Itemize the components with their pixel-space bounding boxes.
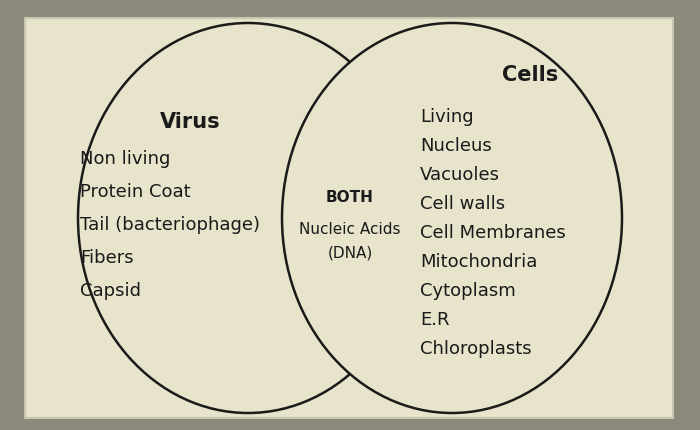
Text: Nucleic Acids: Nucleic Acids [300, 222, 400, 237]
Text: E.R: E.R [420, 311, 449, 329]
Text: Non living: Non living [80, 150, 170, 168]
Text: (DNA): (DNA) [328, 246, 372, 261]
Text: Cell walls: Cell walls [420, 195, 505, 213]
Text: Capsid: Capsid [80, 282, 141, 300]
Ellipse shape [282, 23, 622, 413]
Text: Chloroplasts: Chloroplasts [420, 340, 531, 358]
Text: Cells: Cells [502, 65, 558, 85]
Text: Vacuoles: Vacuoles [420, 166, 500, 184]
Text: Tail (bacteriophage): Tail (bacteriophage) [80, 216, 260, 234]
Text: Protein Coat: Protein Coat [80, 183, 190, 201]
Text: Nucleus: Nucleus [420, 137, 491, 155]
Ellipse shape [78, 23, 418, 413]
Text: Virus: Virus [160, 112, 220, 132]
Text: Fibers: Fibers [80, 249, 134, 267]
Text: Cell Membranes: Cell Membranes [420, 224, 566, 242]
Text: Cytoplasm: Cytoplasm [420, 282, 516, 300]
Text: Mitochondria: Mitochondria [420, 253, 538, 271]
Text: Living: Living [420, 108, 474, 126]
Text: BOTH: BOTH [326, 190, 374, 205]
